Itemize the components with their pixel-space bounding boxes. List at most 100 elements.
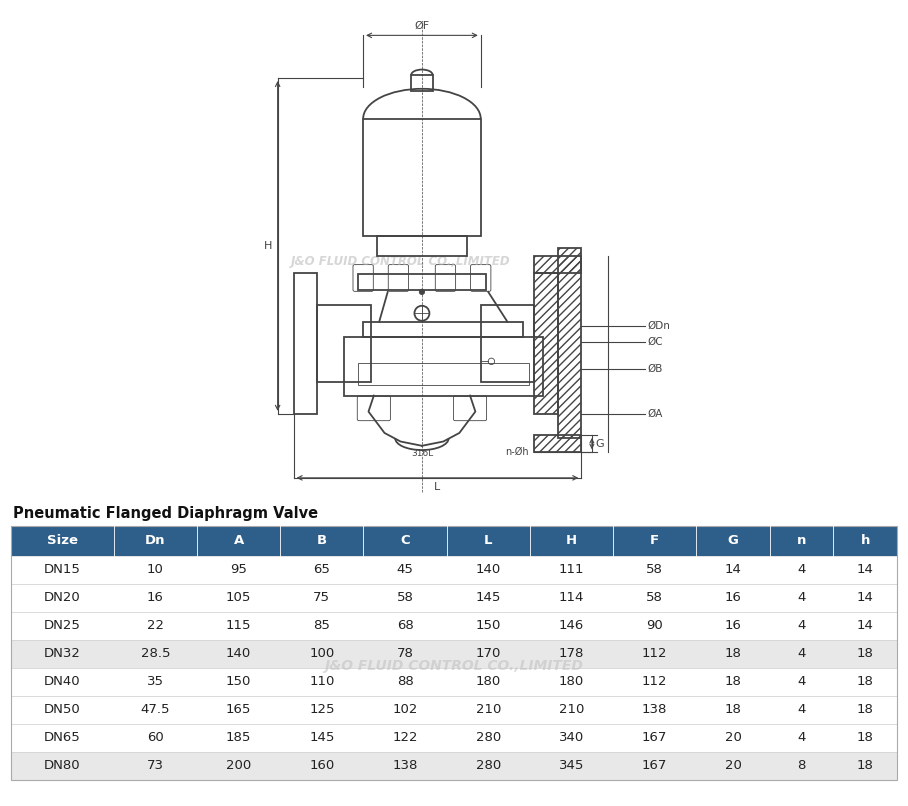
Text: 28.5: 28.5 (141, 647, 170, 660)
Text: 114: 114 (558, 592, 584, 604)
Text: Pneumatic Flanged Diaphragm Valve: Pneumatic Flanged Diaphragm Valve (13, 506, 318, 521)
Text: 16: 16 (725, 619, 742, 633)
Text: 4: 4 (797, 731, 805, 745)
Text: Dn: Dn (145, 534, 165, 547)
Text: 160: 160 (310, 759, 334, 772)
Text: 14: 14 (856, 592, 873, 604)
Text: F: F (650, 534, 659, 547)
Bar (317, 305, 370, 382)
Text: 146: 146 (558, 619, 584, 633)
Text: 180: 180 (476, 675, 501, 688)
Text: 170: 170 (476, 647, 501, 660)
Bar (11, 668, 897, 696)
Text: ØB: ØB (647, 364, 663, 374)
Text: 60: 60 (147, 731, 163, 745)
Text: ØA: ØA (647, 409, 663, 419)
Text: 185: 185 (226, 731, 252, 745)
Text: 102: 102 (392, 704, 418, 717)
Text: 35: 35 (147, 675, 164, 688)
Text: H: H (566, 534, 577, 547)
Text: 210: 210 (558, 704, 584, 717)
Text: DN65: DN65 (44, 731, 81, 745)
Text: 115: 115 (226, 619, 252, 633)
Text: 4: 4 (797, 592, 805, 604)
Text: 16: 16 (725, 592, 742, 604)
Text: DN40: DN40 (44, 675, 81, 688)
Text: 78: 78 (397, 647, 413, 660)
Text: 180: 180 (558, 675, 584, 688)
Text: 68: 68 (397, 619, 413, 633)
Text: 178: 178 (558, 647, 584, 660)
Text: 14: 14 (856, 563, 873, 576)
Text: 18: 18 (856, 704, 873, 717)
Text: 85: 85 (313, 619, 331, 633)
Text: 280: 280 (476, 731, 501, 745)
Text: 73: 73 (147, 759, 164, 772)
Text: 4: 4 (797, 675, 805, 688)
Bar (363, 118, 480, 236)
Text: 90: 90 (646, 619, 663, 633)
Text: ØDn: ØDn (647, 321, 670, 331)
Text: 65: 65 (313, 563, 331, 576)
Text: 145: 145 (309, 731, 334, 745)
Text: 95: 95 (231, 563, 247, 576)
Text: DN15: DN15 (44, 563, 81, 576)
Text: 45: 45 (397, 563, 413, 576)
Text: 100: 100 (310, 647, 334, 660)
Text: 4: 4 (797, 704, 805, 717)
Text: h: h (861, 534, 870, 547)
Text: C: C (400, 534, 410, 547)
Text: 138: 138 (392, 759, 418, 772)
Text: 18: 18 (725, 704, 742, 717)
Bar (363, 322, 524, 337)
Bar (11, 640, 897, 668)
Text: 167: 167 (642, 759, 667, 772)
Bar (534, 272, 558, 413)
Text: DN80: DN80 (44, 759, 81, 772)
Text: 47.5: 47.5 (141, 704, 170, 717)
Text: 20: 20 (725, 731, 742, 745)
Text: J&O FLUID CONTROL CO.,LIMITED: J&O FLUID CONTROL CO.,LIMITED (324, 659, 584, 673)
Text: 140: 140 (476, 563, 501, 576)
Bar (358, 364, 528, 385)
Text: 280: 280 (476, 759, 501, 772)
Text: 10: 10 (147, 563, 163, 576)
Text: DN50: DN50 (44, 704, 81, 717)
Text: 150: 150 (476, 619, 501, 633)
Text: 88: 88 (397, 675, 413, 688)
Bar (11, 752, 897, 780)
Text: 4: 4 (797, 647, 805, 660)
Bar (11, 584, 897, 612)
Bar (558, 248, 581, 438)
Text: 340: 340 (558, 731, 584, 745)
Text: 20: 20 (725, 759, 742, 772)
Text: 4: 4 (797, 619, 805, 633)
Text: A: A (233, 534, 243, 547)
Text: n-Øh: n-Øh (505, 447, 528, 457)
Text: 22: 22 (147, 619, 164, 633)
Text: 14: 14 (856, 619, 873, 633)
Text: 105: 105 (226, 592, 252, 604)
Bar (358, 274, 486, 289)
Text: 345: 345 (558, 759, 584, 772)
Text: 58: 58 (397, 592, 413, 604)
Text: 145: 145 (476, 592, 501, 604)
Text: 18: 18 (856, 675, 873, 688)
Bar (534, 256, 581, 272)
Text: L: L (434, 482, 440, 492)
Text: n: n (797, 534, 806, 547)
Text: ØF: ØF (414, 21, 429, 31)
Bar (293, 272, 317, 413)
Text: 18: 18 (725, 675, 742, 688)
Text: DN32: DN32 (44, 647, 81, 660)
Bar (11, 556, 897, 584)
Text: 4: 4 (797, 563, 805, 576)
Text: 16: 16 (147, 592, 163, 604)
Text: 150: 150 (226, 675, 252, 688)
Text: 316L: 316L (410, 449, 433, 458)
Text: DN25: DN25 (44, 619, 81, 633)
Text: 112: 112 (642, 647, 667, 660)
Text: 210: 210 (476, 704, 501, 717)
Text: 122: 122 (392, 731, 418, 745)
Bar (344, 337, 543, 396)
